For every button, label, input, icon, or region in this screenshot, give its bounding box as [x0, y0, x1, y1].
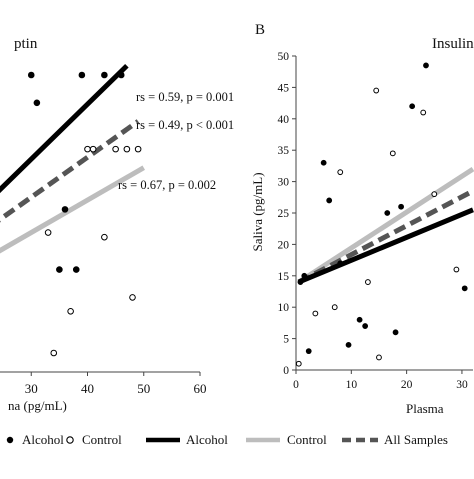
- panel-a-point-control: [67, 308, 74, 315]
- panel-b-point-alcohol: [423, 62, 429, 69]
- legend-control-marker-label: Control: [82, 432, 122, 447]
- panel-a-point-control: [50, 349, 58, 357]
- panel-b-x-tick-label: 30: [456, 379, 468, 391]
- panel-b-point-alcohol: [392, 329, 399, 336]
- panel-b-point-alcohol: [362, 323, 369, 329]
- panel-b-point-control: [365, 279, 371, 285]
- panel-a-point-alcohol: [101, 71, 108, 79]
- panel-b: B Insulin 0 5 10 15 20 25 30 35 40 45 50 0 10 20 30 S…: [250, 22, 474, 416]
- panel-b-point-alcohol: [337, 260, 344, 267]
- panel-a-point-control: [123, 145, 131, 153]
- panel-b-y-tick-label: 0: [283, 365, 289, 377]
- panel-b-y-tick-label: 30: [278, 177, 290, 189]
- panel-b-y-label: Saliva (pg/mL): [250, 172, 265, 251]
- legend-control-marker: [66, 436, 74, 444]
- panel-b-y-tick-label: 50: [278, 51, 290, 63]
- panel-a-x-tick-label: 30: [25, 381, 38, 396]
- panel-b-y-tick-label: 20: [278, 239, 290, 251]
- panel-b-point-control: [431, 191, 438, 198]
- panel-b-point-control: [389, 150, 396, 157]
- panel-a-annotation-alcohol: rs = 0.59, p = 0.001: [136, 90, 234, 104]
- panel-a-x-tick-label: 60: [194, 381, 207, 396]
- legend-all-samples-line-label: All Samples: [384, 432, 448, 447]
- panel-b-fit-alcohol: [297, 207, 474, 285]
- panel-b-y-tick-label: 10: [278, 302, 290, 314]
- panel-b-point-alcohol: [301, 272, 308, 279]
- legend: Alcohol Control Alcohol Control All Samp…: [6, 432, 448, 447]
- panel-b-point-control: [420, 109, 427, 116]
- legend-alcohol-marker: [6, 436, 14, 444]
- panel-b-point-control: [312, 310, 319, 317]
- panel-b-y-tick-label: 45: [278, 82, 290, 94]
- panel-b-x-ticks: 0 10 20 30: [293, 370, 468, 391]
- panel-b-point-control: [453, 266, 460, 273]
- panel-b-point-control: [373, 87, 380, 94]
- legend-control-line-label: Control: [287, 432, 327, 447]
- panel-a-point-alcohol: [78, 71, 86, 79]
- panel-a-points: [27, 71, 142, 357]
- panel-b-y-tick-label: 40: [278, 114, 290, 126]
- panel-a-point-alcohol: [33, 99, 41, 107]
- panel-b-point-alcohol: [345, 341, 352, 348]
- panel-b-point-alcohol: [409, 103, 416, 110]
- panel-b-point-control: [295, 360, 302, 367]
- panel-b-x-tick-label: 20: [401, 379, 413, 391]
- panel-a-fit-alcohol: [0, 63, 129, 194]
- panel-a-point-alcohol: [27, 71, 35, 79]
- panel-a-point-control: [89, 145, 97, 153]
- panel-b-y-tick-label: 5: [283, 334, 289, 346]
- panel-b-point-alcohol: [384, 210, 391, 216]
- panel-b-points: [295, 62, 468, 367]
- panel-b-y-tick-label: 15: [278, 271, 290, 283]
- panel-a-fit-all-samples: [0, 119, 140, 223]
- panel-a-point-control: [112, 145, 119, 153]
- panel-b-fit-lines: [297, 166, 474, 285]
- panel-b-point-alcohol: [320, 159, 327, 166]
- panel-a-x-tick-label: 40: [81, 381, 94, 396]
- panel-b-title: Insulin: [432, 36, 474, 52]
- panel-b-y-tick-label: 35: [278, 145, 290, 157]
- panel-a-point-control: [134, 145, 142, 153]
- panel-a-point-control: [101, 233, 108, 241]
- panel-a-point-alcohol: [61, 206, 69, 213]
- legend-alcohol-line-label: Alcohol: [186, 432, 228, 447]
- panel-b-point-control: [337, 169, 344, 176]
- panel-a-title: ptin: [14, 36, 38, 52]
- panel-b-point-control: [376, 354, 382, 361]
- panel-a-point-alcohol: [72, 266, 80, 273]
- panel-a-annotation-control: rs = 0.67, p = 0.002: [118, 178, 216, 192]
- panel-a-x-ticks: 30 40 50 60: [25, 372, 207, 396]
- panel-b-point-control: [331, 304, 338, 311]
- panel-a-x-tick-label: 50: [137, 381, 150, 396]
- panel-b-x-tick-label: 0: [293, 379, 299, 391]
- panel-a-point-control: [129, 294, 136, 301]
- panel-a-point-alcohol: [56, 266, 63, 273]
- panel-a-fit-lines: [0, 63, 145, 254]
- panel-b-point-alcohol: [326, 197, 333, 204]
- panel-b-x-tick-label: 10: [346, 379, 358, 391]
- panel-a-point-control: [44, 229, 52, 236]
- panel-b-y-tick-label: 25: [278, 208, 290, 220]
- panel-b-point-alcohol: [356, 316, 363, 323]
- panel-a-x-label: na (pg/mL): [8, 398, 67, 413]
- panel-b-letter: B: [255, 22, 265, 38]
- legend-alcohol-marker-label: Alcohol: [22, 432, 64, 447]
- panel-b-point-alcohol: [297, 279, 304, 285]
- panel-a-fit-control: [0, 165, 145, 254]
- panel-a-point-control: [84, 145, 91, 153]
- panel-b-point-alcohol: [305, 348, 312, 355]
- panel-b-point-alcohol: [398, 203, 404, 210]
- panel-b-x-label: Plasma: [406, 401, 444, 416]
- panel-a-point-alcohol: [117, 71, 125, 79]
- panel-b-fit-all-samples: [297, 188, 474, 285]
- panel-b-point-alcohol: [461, 285, 468, 292]
- panel-b-fit-control: [297, 166, 474, 285]
- panel-a-annotation-all: rs = 0.49, p < 0.001: [136, 118, 234, 132]
- panel-b-y-ticks: 0 5 10 15 20 25 30 35 40 45 50: [278, 51, 296, 377]
- panel-a: ptin 30 40 50 60 rs = 0.59, p = 0.001 rs = …: [0, 36, 234, 413]
